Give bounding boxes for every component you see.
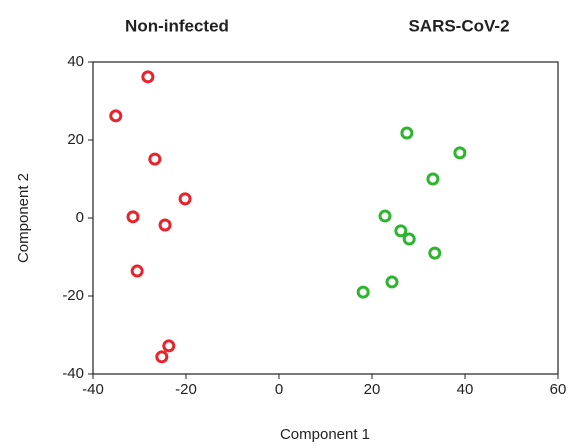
point [378, 209, 392, 223]
point [453, 146, 467, 160]
x-tick-label: 20 [364, 381, 381, 398]
x-tick-label: 0 [275, 381, 283, 398]
y-tick-label: 0 [76, 209, 84, 226]
point [126, 210, 140, 224]
point [148, 152, 162, 166]
point [356, 285, 370, 299]
y-tick-label: -40 [62, 365, 84, 382]
point [394, 224, 408, 238]
point [426, 172, 440, 186]
point [155, 350, 169, 364]
x-tick-label: 40 [457, 381, 474, 398]
point [400, 126, 414, 140]
y-tick-label: 20 [67, 131, 84, 148]
y-tick-label: 40 [67, 53, 84, 70]
x-axis-label: Component 1 [280, 426, 370, 443]
x-tick-label: -40 [82, 381, 104, 398]
x-tick-label: -20 [175, 381, 197, 398]
legend-label: Non-infected [125, 16, 229, 35]
point [162, 339, 176, 353]
point [178, 192, 192, 206]
plot-frame [92, 61, 559, 375]
point [130, 264, 144, 278]
point [385, 275, 399, 289]
point [428, 246, 442, 260]
point [141, 70, 155, 84]
y-tick-label: -20 [62, 287, 84, 304]
point [402, 232, 416, 246]
x-tick-label: 60 [550, 381, 567, 398]
point [109, 109, 123, 123]
y-axis-label: Component 2 [15, 173, 32, 263]
point [158, 218, 172, 232]
legend-label: SARS-CoV-2 [408, 16, 509, 35]
